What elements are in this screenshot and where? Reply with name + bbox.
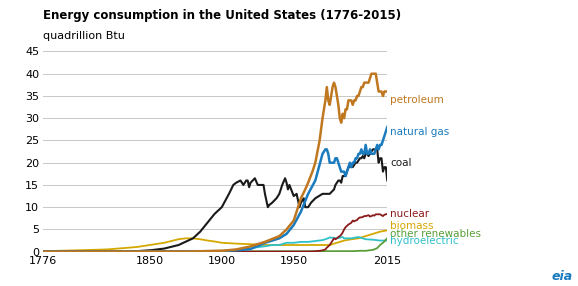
Text: hydroelectric: hydroelectric bbox=[390, 237, 459, 247]
Text: quadrillion Btu: quadrillion Btu bbox=[43, 31, 125, 41]
Text: coal: coal bbox=[390, 158, 412, 168]
Text: Energy consumption in the United States (1776-2015): Energy consumption in the United States … bbox=[43, 9, 402, 21]
Text: eia: eia bbox=[551, 270, 572, 283]
Text: biomass: biomass bbox=[390, 221, 434, 231]
Text: other renewables: other renewables bbox=[390, 229, 481, 239]
Text: natural gas: natural gas bbox=[390, 127, 449, 136]
Text: nuclear: nuclear bbox=[390, 209, 429, 219]
Text: petroleum: petroleum bbox=[390, 96, 444, 106]
